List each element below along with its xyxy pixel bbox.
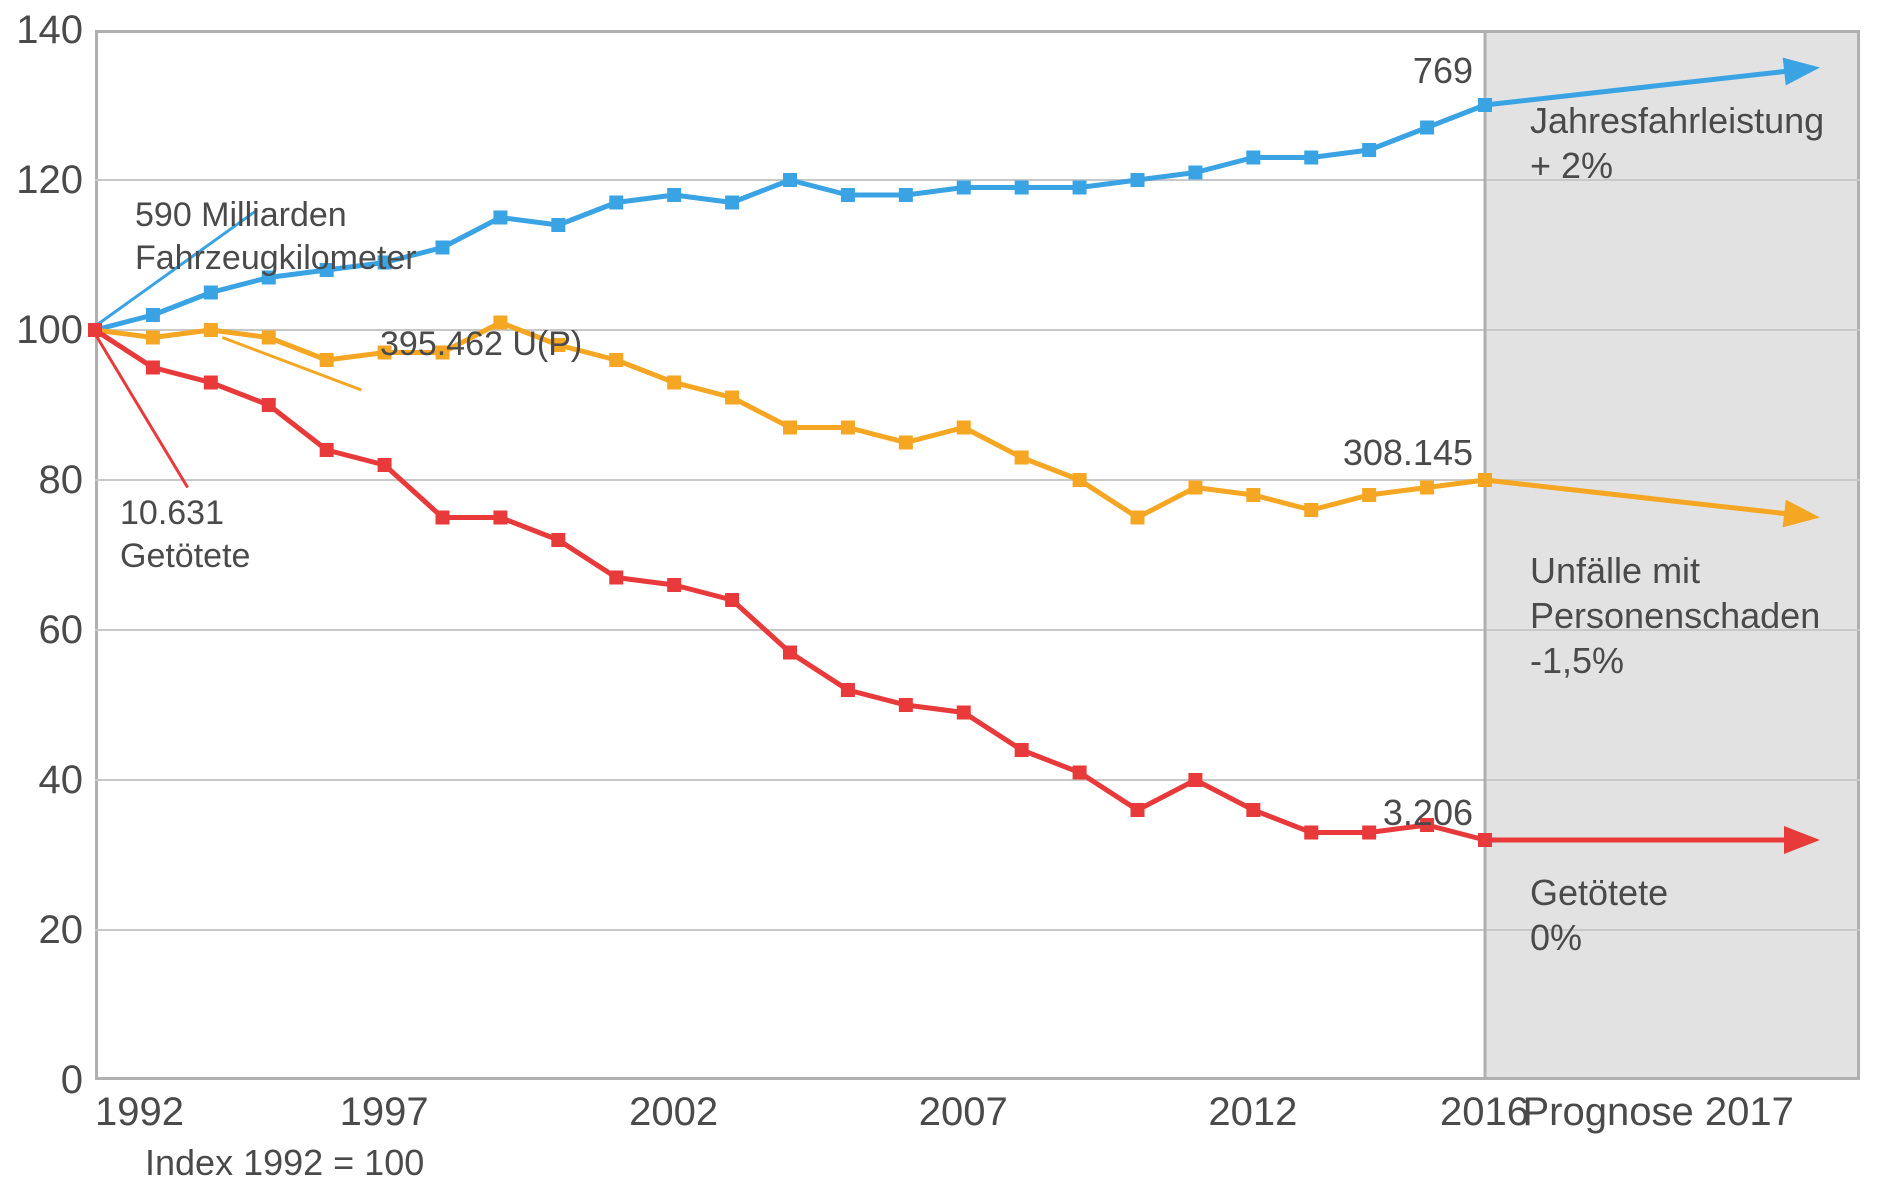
series-marker-getoetete: [1073, 766, 1087, 780]
series-marker-fahrleistung: [1131, 173, 1145, 187]
series-marker-unfaelle: [667, 376, 681, 390]
series-marker-unfaelle: [1420, 481, 1434, 495]
series-marker-getoetete: [1131, 803, 1145, 817]
series-marker-fahrleistung: [957, 181, 971, 195]
series-marker-getoetete: [493, 511, 507, 525]
forecast-label-fahrleistung: Jahresfahrleistung+ 2%: [1530, 98, 1824, 188]
chart-root: 0204060801001201401992199720022007201220…: [0, 0, 1881, 1200]
series-marker-fahrleistung: [667, 188, 681, 202]
series-marker-getoetete: [88, 323, 102, 337]
callout-line: [95, 334, 188, 488]
series-marker-fahrleistung: [1304, 151, 1318, 165]
series-marker-getoetete: [262, 398, 276, 412]
series-marker-unfaelle: [262, 331, 276, 345]
series-marker-unfaelle: [146, 331, 160, 345]
series-marker-unfaelle: [1015, 451, 1029, 465]
series-marker-getoetete: [1362, 826, 1376, 840]
series-marker-fahrleistung: [1420, 121, 1434, 135]
forecast-label-getoetete: Getötete0%: [1530, 870, 1668, 960]
series-marker-unfaelle: [1246, 488, 1260, 502]
forecast-arrow-head-fahrleistung: [1783, 58, 1820, 86]
series-marker-getoetete: [957, 706, 971, 720]
end-value-fahrleistung: 769: [1413, 50, 1473, 92]
forecast-arrow-head-getoetete: [1784, 826, 1820, 854]
series-marker-unfaelle: [204, 323, 218, 337]
series-marker-getoetete: [841, 683, 855, 697]
forecast-arrow-head-unfaelle: [1783, 500, 1820, 528]
series-marker-fahrleistung: [1246, 151, 1260, 165]
end-value-getoetete: 3.206: [1383, 792, 1473, 834]
forecast-label-unfaelle: Unfälle mitPersonenschaden-1,5%: [1530, 548, 1820, 683]
series-marker-fahrleistung: [1362, 143, 1376, 157]
series-marker-getoetete: [204, 376, 218, 390]
series-marker-getoetete: [1015, 743, 1029, 757]
series-marker-unfaelle: [1362, 488, 1376, 502]
series-marker-getoetete: [899, 698, 913, 712]
series-marker-unfaelle: [1073, 473, 1087, 487]
series-marker-fahrleistung: [1015, 181, 1029, 195]
series-marker-fahrleistung: [146, 308, 160, 322]
series-marker-fahrleistung: [551, 218, 565, 232]
series-marker-getoetete: [436, 511, 450, 525]
series-marker-fahrleistung: [493, 211, 507, 225]
series-marker-getoetete: [1304, 826, 1318, 840]
series-marker-fahrleistung: [436, 241, 450, 255]
series-marker-unfaelle: [957, 421, 971, 435]
series-marker-fahrleistung: [725, 196, 739, 210]
series-marker-getoetete: [320, 443, 334, 457]
series-marker-fahrleistung: [1188, 166, 1202, 180]
series-marker-getoetete: [1188, 773, 1202, 787]
series-marker-unfaelle: [609, 353, 623, 367]
series-marker-getoetete: [609, 571, 623, 585]
series-marker-getoetete: [551, 533, 565, 547]
series-marker-unfaelle: [899, 436, 913, 450]
series-marker-unfaelle: [320, 353, 334, 367]
series-marker-unfaelle: [725, 391, 739, 405]
series-marker-fahrleistung: [204, 286, 218, 300]
series-marker-unfaelle: [1188, 481, 1202, 495]
start-annotation-getoetete: 10.631Getötete: [120, 492, 250, 577]
series-marker-unfaelle: [783, 421, 797, 435]
series-marker-fahrleistung: [783, 173, 797, 187]
start-annotation-fahrleistung: 590 MilliardenFahrzeugkilometer: [135, 194, 417, 279]
series-marker-unfaelle: [1131, 511, 1145, 525]
series-line-unfaelle: [95, 323, 1485, 518]
series-marker-fahrleistung: [1073, 181, 1087, 195]
series-marker-getoetete: [146, 361, 160, 375]
start-annotation-unfaelle: 395.462 U(P): [380, 325, 582, 364]
series-marker-fahrleistung: [609, 196, 623, 210]
series-marker-getoetete: [783, 646, 797, 660]
series-marker-getoetete: [725, 593, 739, 607]
series-marker-unfaelle: [841, 421, 855, 435]
series-marker-fahrleistung: [841, 188, 855, 202]
series-marker-unfaelle: [1304, 503, 1318, 517]
series-marker-fahrleistung: [899, 188, 913, 202]
series-marker-getoetete: [378, 458, 392, 472]
series-marker-getoetete: [1246, 803, 1260, 817]
series-line-getoetete: [95, 330, 1485, 840]
forecast-arrow-line-unfaelle: [1485, 480, 1784, 513]
end-value-unfaelle: 308.145: [1343, 432, 1473, 474]
series-marker-getoetete: [667, 578, 681, 592]
